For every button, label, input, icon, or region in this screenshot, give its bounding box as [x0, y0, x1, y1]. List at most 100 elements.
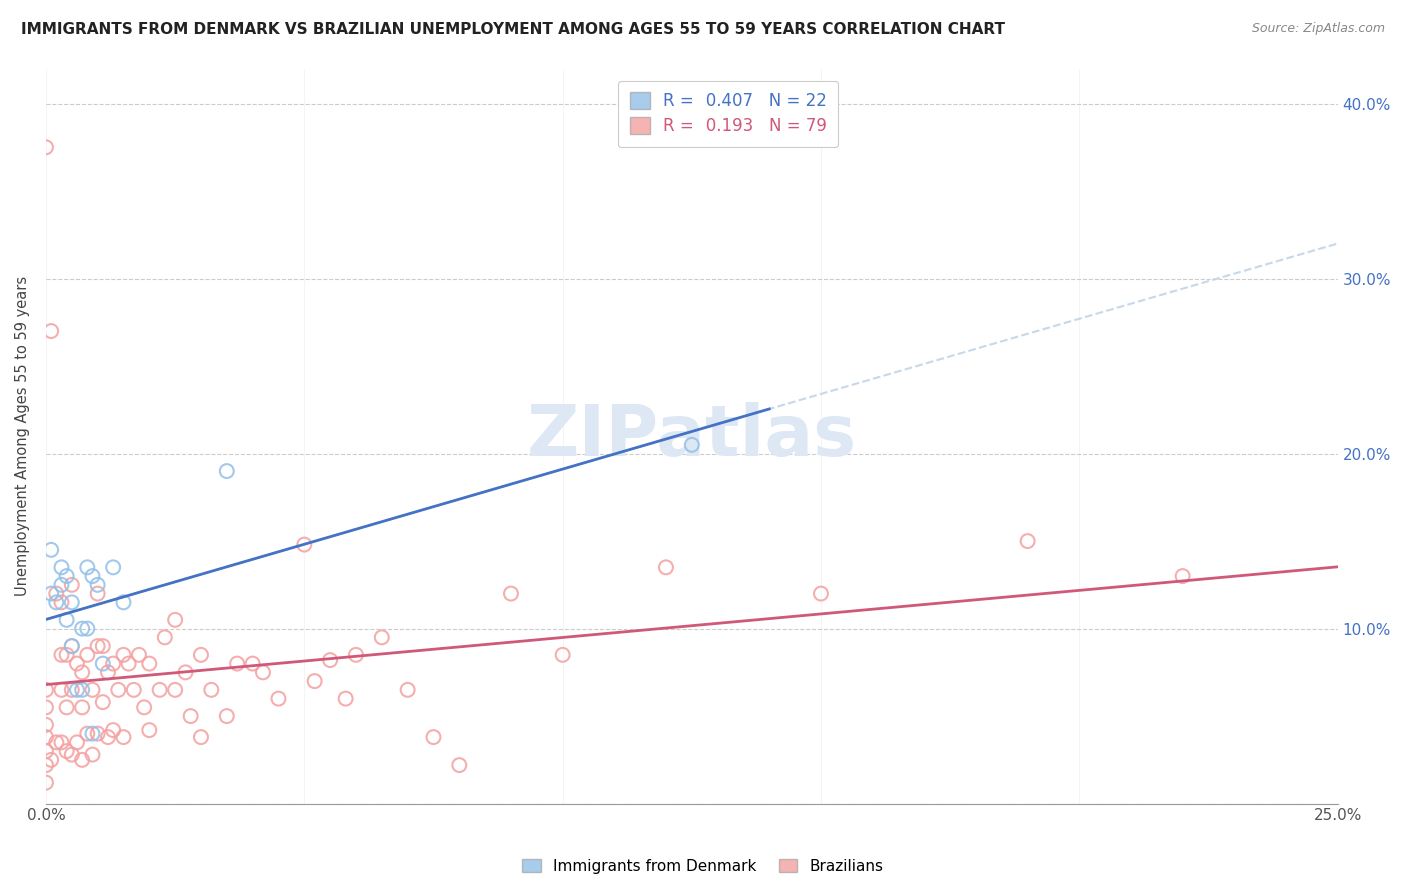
Point: [190, 730, 212, 744]
Text: Source: ZipAtlas.com: Source: ZipAtlas.com: [1251, 22, 1385, 36]
Point: [97, 730, 120, 744]
Point: [180, 709, 202, 723]
Point: [51, 595, 73, 609]
Point: [371, 631, 394, 645]
Legend: R =   0.407   N = 22, R =   0.193   N = 79: R = 0.407 N = 22, R = 0.193 N = 79: [617, 80, 838, 147]
Point: [101, 657, 124, 671]
Point: [91, 695, 114, 709]
Point: [76, 648, 98, 662]
Point: [422, 730, 444, 744]
Point: [267, 691, 290, 706]
Point: [35, 718, 58, 732]
Point: [226, 657, 249, 671]
Point: [165, 613, 187, 627]
Point: [51, 648, 73, 662]
Point: [344, 648, 367, 662]
Point: [55, 613, 77, 627]
Y-axis label: Unemployment Among Ages 55 to 59 years: Unemployment Among Ages 55 to 59 years: [15, 276, 30, 596]
Point: [39, 324, 62, 338]
Point: [66, 657, 89, 671]
Point: [35, 744, 58, 758]
Point: [681, 438, 703, 452]
Point: [134, 700, 156, 714]
Point: [82, 682, 104, 697]
Point: [39, 753, 62, 767]
Text: ZIPatlas: ZIPatlas: [527, 401, 856, 471]
Point: [55, 700, 77, 714]
Point: [45, 735, 67, 749]
Point: [70, 665, 93, 680]
Point: [292, 538, 315, 552]
Point: [82, 747, 104, 762]
Point: [86, 639, 108, 653]
Point: [101, 560, 124, 574]
Point: [112, 648, 135, 662]
Point: [215, 464, 238, 478]
Point: [1017, 534, 1039, 549]
Point: [35, 730, 58, 744]
Point: [396, 682, 419, 697]
Point: [45, 586, 67, 600]
Point: [215, 709, 238, 723]
Point: [174, 665, 197, 680]
Point: [112, 730, 135, 744]
Point: [810, 586, 832, 600]
Point: [60, 639, 83, 653]
Point: [66, 735, 89, 749]
Point: [449, 758, 471, 772]
Point: [35, 758, 58, 772]
Point: [138, 657, 160, 671]
Point: [51, 735, 73, 749]
Point: [35, 700, 58, 714]
Point: [35, 775, 58, 789]
Point: [66, 682, 89, 697]
Point: [128, 648, 150, 662]
Point: [60, 595, 83, 609]
Point: [60, 639, 83, 653]
Point: [97, 665, 120, 680]
Point: [76, 726, 98, 740]
Point: [35, 140, 58, 154]
Point: [51, 560, 73, 574]
Point: [86, 726, 108, 740]
Point: [252, 665, 274, 680]
Point: [200, 682, 222, 697]
Point: [117, 657, 139, 671]
Point: [551, 648, 574, 662]
Point: [82, 569, 104, 583]
Point: [86, 586, 108, 600]
Point: [76, 622, 98, 636]
Point: [60, 747, 83, 762]
Point: [101, 723, 124, 738]
Point: [122, 682, 145, 697]
Point: [51, 682, 73, 697]
Point: [112, 595, 135, 609]
Point: [190, 648, 212, 662]
Point: [39, 542, 62, 557]
Point: [55, 648, 77, 662]
Point: [107, 682, 129, 697]
Point: [70, 700, 93, 714]
Point: [70, 753, 93, 767]
Point: [499, 586, 522, 600]
Point: [165, 682, 187, 697]
Point: [45, 595, 67, 609]
Point: [304, 674, 326, 689]
Point: [51, 578, 73, 592]
Point: [35, 682, 58, 697]
Point: [82, 726, 104, 740]
Point: [1171, 569, 1194, 583]
Point: [55, 744, 77, 758]
Point: [55, 569, 77, 583]
Point: [60, 682, 83, 697]
Point: [242, 657, 264, 671]
Point: [70, 622, 93, 636]
Point: [60, 578, 83, 592]
Point: [86, 578, 108, 592]
Point: [149, 682, 172, 697]
Point: [70, 682, 93, 697]
Point: [91, 639, 114, 653]
Legend: Immigrants from Denmark, Brazilians: Immigrants from Denmark, Brazilians: [516, 853, 890, 880]
Point: [76, 560, 98, 574]
Point: [153, 631, 176, 645]
